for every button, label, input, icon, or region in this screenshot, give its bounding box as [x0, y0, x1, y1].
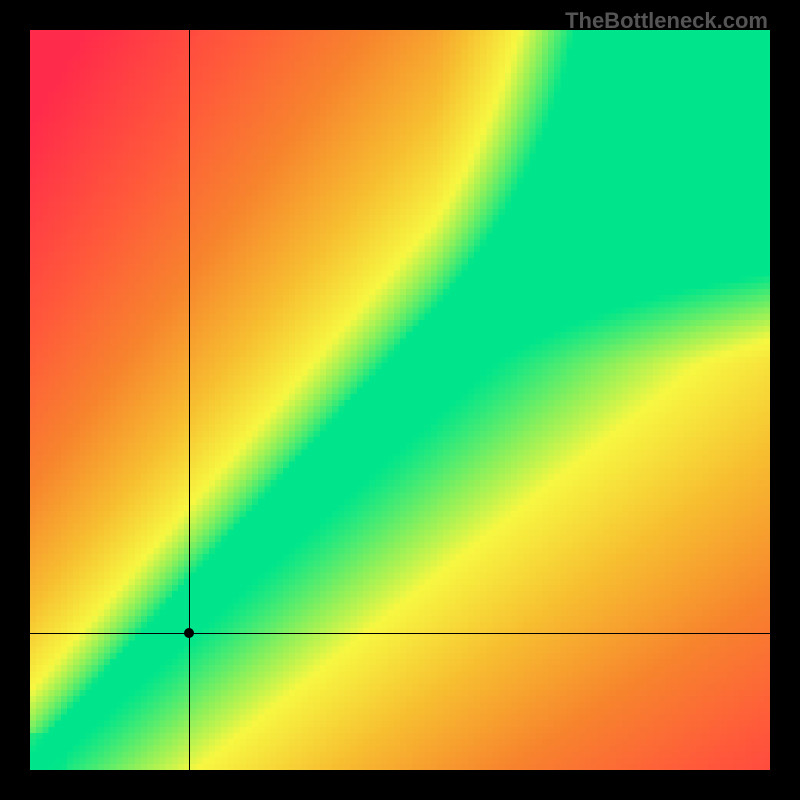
crosshair-horizontal — [30, 633, 770, 634]
watermark-text: TheBottleneck.com — [565, 8, 768, 34]
heatmap-plot — [30, 30, 770, 770]
heatmap-canvas — [30, 30, 770, 770]
crosshair-vertical — [189, 30, 190, 770]
